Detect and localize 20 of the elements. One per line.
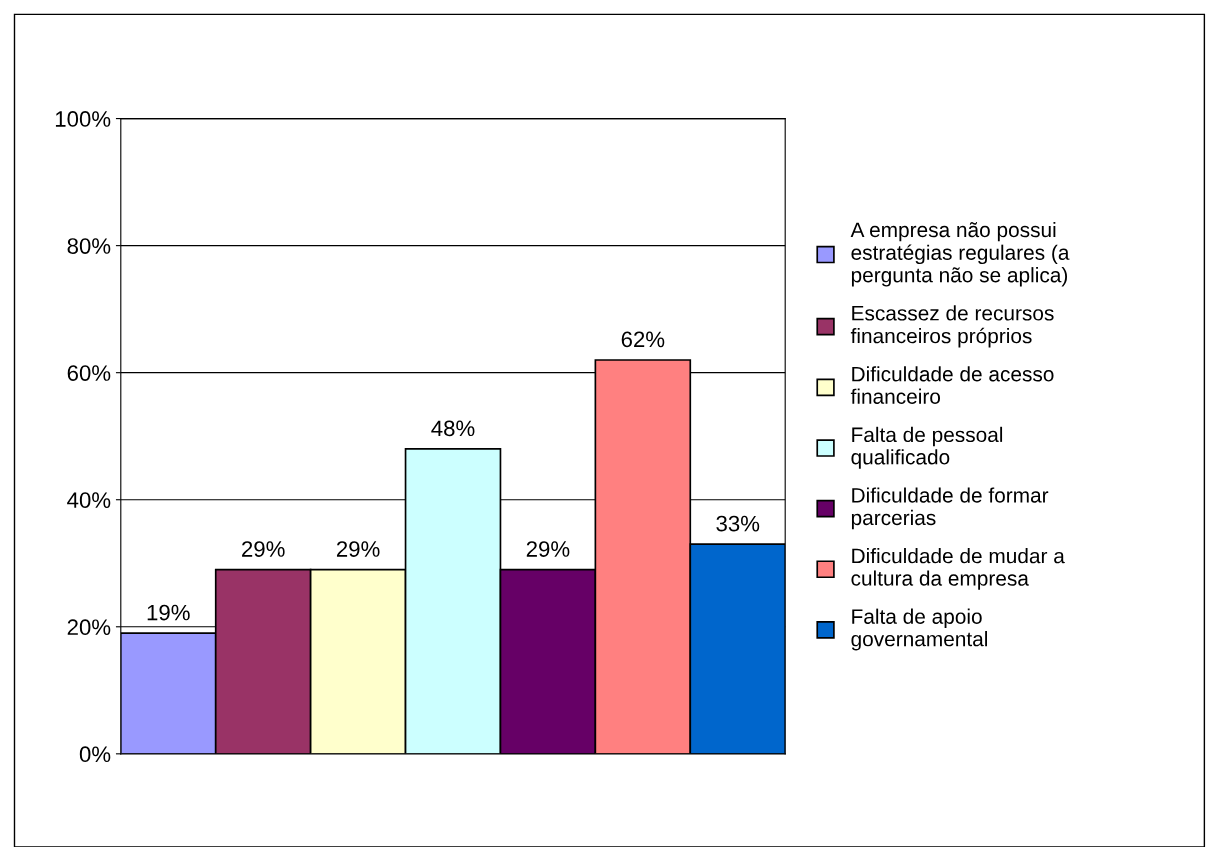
y-tick-label: 80% <box>67 238 111 254</box>
data-label: 33% <box>716 515 760 532</box>
y-tick-label: 60% <box>67 365 111 381</box>
data-label: 62% <box>621 331 665 348</box>
legend-label: Falta de apoio governamental <box>851 608 987 651</box>
legend-label: Escassez de recursos financeiros próprios <box>850 305 1054 348</box>
legend-label: Falta de pessoal qualificado <box>851 426 1003 469</box>
legend-label: A empresa não possui estratégias regulares (a pergunta não se aplica) <box>850 221 1070 287</box>
legend-label: Dificuldade de acesso financeiro <box>850 366 1054 404</box>
legend-label: Dificuldade de formar parcerias <box>851 487 1049 530</box>
data-label: 48% <box>431 420 475 437</box>
y-tick-label: 0% <box>79 746 111 763</box>
legend-label: Dificuldade de mudar a cultura da empresa <box>851 548 1065 590</box>
y-tick-label: 40% <box>67 492 111 508</box>
y-tick-label: 20% <box>67 619 111 636</box>
data-label: 29% <box>336 541 380 557</box>
y-tick-label: 100% <box>55 111 111 127</box>
data-label: 29% <box>526 541 570 557</box>
data-label: 29% <box>242 541 285 557</box>
data-label: 19% <box>147 604 190 621</box>
